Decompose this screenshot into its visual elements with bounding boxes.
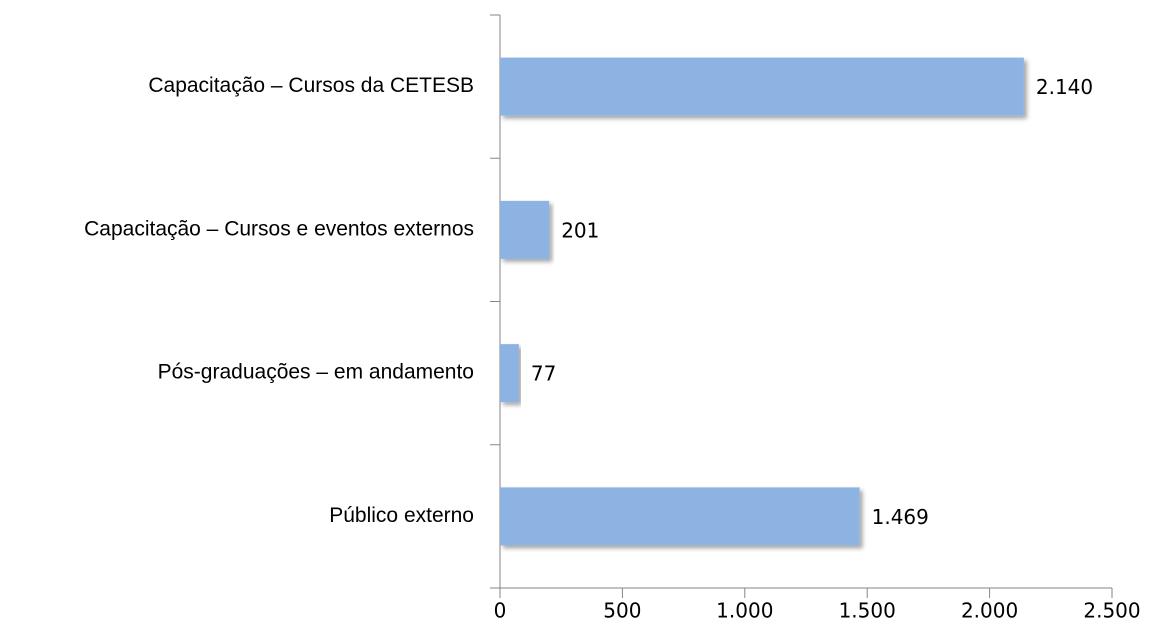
x-tick-label: 1.500	[839, 599, 896, 623]
bar	[500, 344, 519, 403]
x-tick-label: 0	[494, 599, 507, 623]
data-label: 2.140	[1036, 75, 1093, 99]
data-label: 1.469	[872, 505, 929, 529]
bar	[500, 200, 550, 259]
x-tick-label: 1.000	[716, 599, 773, 623]
y-tick-label: Público externo	[329, 504, 474, 527]
data-label: 77	[531, 362, 556, 386]
x-tick-label: 2.500	[1083, 599, 1140, 623]
y-tick-label: Pós-graduações – em andamento	[158, 361, 474, 384]
x-tick-label: 2.000	[961, 599, 1018, 623]
y-tick-label: Capacitação – Cursos e eventos externos	[84, 217, 474, 240]
bar	[500, 57, 1024, 116]
y-tick-label: Capacitação – Cursos da CETESB	[148, 74, 474, 97]
data-label: 201	[561, 218, 599, 242]
bar	[500, 487, 860, 546]
x-tick-label: 500	[603, 599, 641, 623]
